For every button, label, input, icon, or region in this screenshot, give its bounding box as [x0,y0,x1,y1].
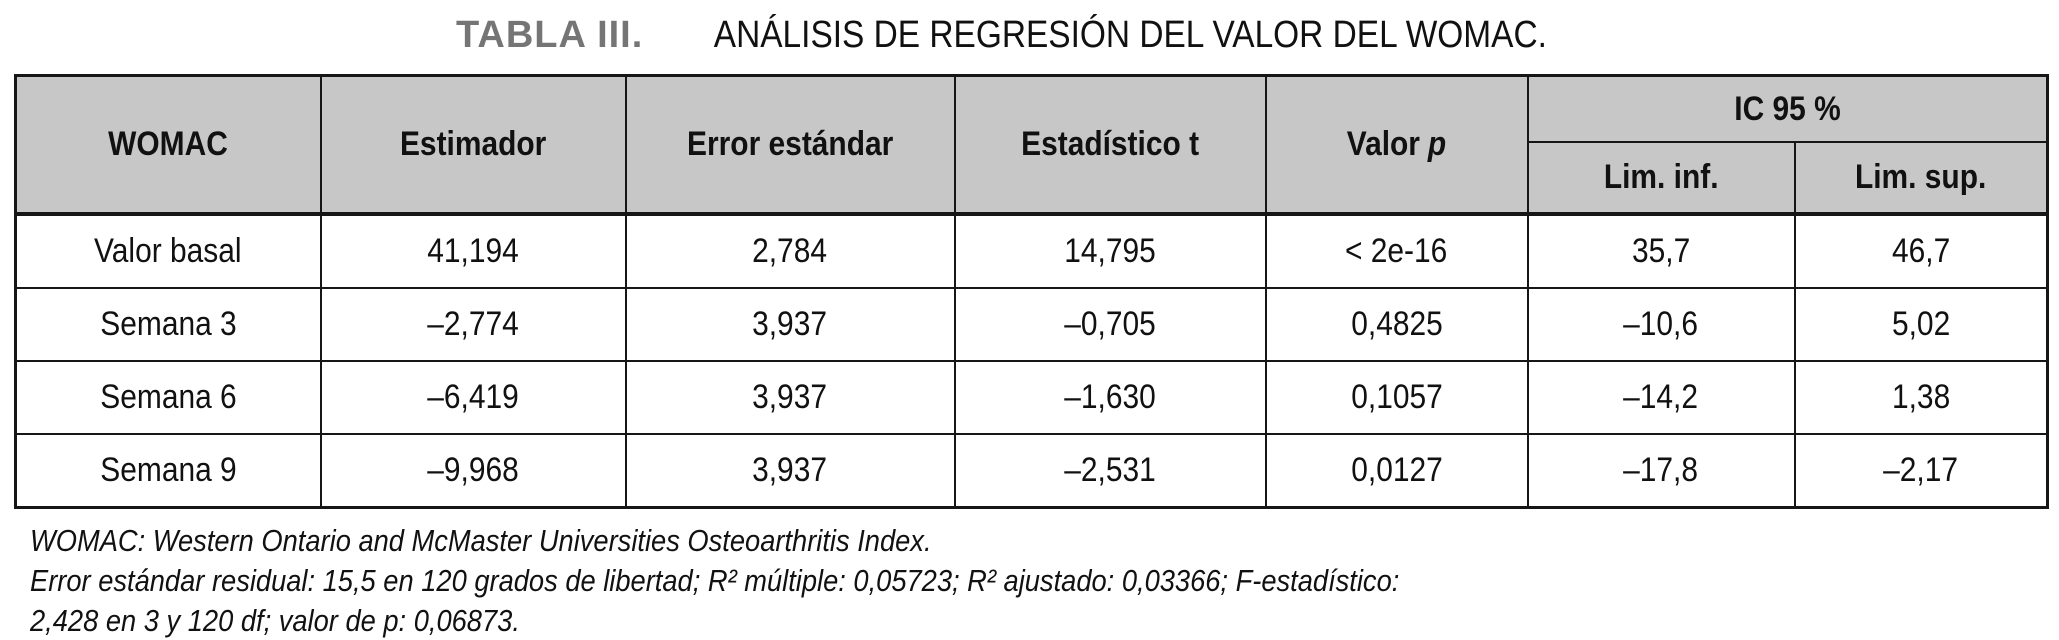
footnote-womac-definition: WOMAC: Western Ontario and McMaster Univ… [30,523,932,558]
column-header-valor-p: Valor p [1264,74,1529,215]
footnote-regression-stats-line2: 2,428 en 3 y 120 df; valor de p: 0,06873… [30,603,520,638]
table-title-text: ANÁLISIS DE REGRESIÓN DEL VALOR DEL WOMA… [714,14,1548,56]
cell-lim-inf: –14,2 [1526,360,1796,435]
cell-lim-sup: 5,02 [1793,287,2049,362]
regression-table: WOMAC Estimador Error estándar Estadísti… [14,74,2050,509]
cell-lim-sup: 1,38 [1793,360,2049,435]
cell-valor-p: 0,0127 [1264,433,1529,509]
column-header-ic95-group: IC 95 % [1526,74,2049,143]
table-body: Valor basal 41,194 2,784 14,795 < 2e-16 … [14,212,2049,509]
cell-lim-inf: –17,8 [1526,433,1796,509]
row-label: Semana 9 [14,433,322,509]
cell-lim-sup: –2,17 [1793,433,2049,509]
table-row-valor-basal: Valor basal 41,194 2,784 14,795 < 2e-16 … [14,212,2049,289]
cell-lim-sup: 46,7 [1793,212,2049,289]
row-label: Valor basal [14,212,322,289]
cell-error-estandar: 3,937 [624,360,956,435]
cell-estimador: 41,194 [319,212,627,289]
row-label: Semana 3 [14,287,322,362]
row-label: Semana 6 [14,360,322,435]
cell-valor-p: < 2e-16 [1264,212,1529,289]
column-header-lim-sup: Lim. sup. [1793,141,2049,215]
cell-estadistico-t: 14,795 [953,212,1267,289]
cell-lim-inf: 35,7 [1526,212,1796,289]
table-row-semana-3: Semana 3 –2,774 3,937 –0,705 0,4825 –10,… [14,287,2049,362]
table-row-semana-9: Semana 9 –9,968 3,937 –2,531 0,0127 –17,… [14,433,2049,509]
cell-error-estandar: 3,937 [624,433,956,509]
column-header-womac: WOMAC [14,74,322,215]
table-title: TABLA III. ANÁLISIS DE REGRESIÓN DEL VALO… [14,12,2046,58]
cell-error-estandar: 3,937 [624,287,956,362]
cell-estadistico-t: –2,531 [953,433,1267,509]
cell-estimador: –9,968 [319,433,627,509]
cell-estimador: –6,419 [319,360,627,435]
cell-estadistico-t: –0,705 [953,287,1267,362]
cell-error-estandar: 2,784 [624,212,956,289]
column-header-estadistico-t: Estadístico t [953,74,1267,215]
column-header-error-estandar: Error estándar [624,74,956,215]
footnote-regression-stats-line1: Error estándar residual: 15,5 en 120 gra… [30,563,1400,598]
table-footnotes: WOMAC: Western Ontario and McMaster Univ… [30,521,2059,640]
table-row-semana-6: Semana 6 –6,419 3,937 –1,630 0,1057 –14,… [14,360,2049,435]
column-header-estimador: Estimador [319,74,627,215]
cell-valor-p: 0,1057 [1264,360,1529,435]
table-header: WOMAC Estimador Error estándar Estadísti… [14,74,2049,215]
cell-estimador: –2,774 [319,287,627,362]
column-header-lim-inf: Lim. inf. [1526,141,1796,215]
cell-lim-inf: –10,6 [1526,287,1796,362]
table-title-number: TABLA III. [455,14,644,56]
cell-valor-p: 0,4825 [1264,287,1529,362]
cell-estadistico-t: –1,630 [953,360,1267,435]
